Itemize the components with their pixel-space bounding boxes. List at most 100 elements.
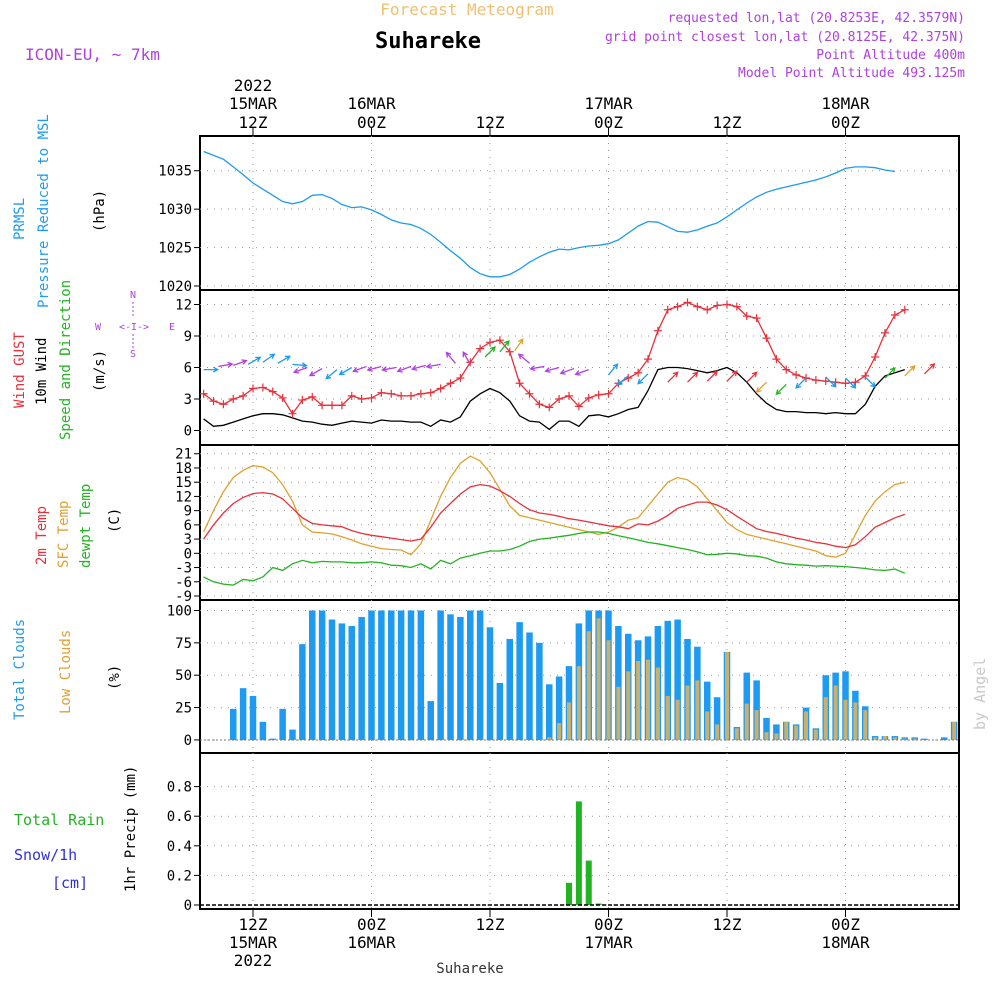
wind-speed-dir-title: Speed and Direction — [58, 280, 74, 440]
bottom-hour-label: 00Z — [357, 915, 386, 934]
top-hour-label: 12Z — [713, 113, 742, 132]
total-cloud-bar — [427, 701, 434, 740]
gust-marker — [268, 387, 277, 396]
total-cloud-bar — [338, 623, 346, 740]
clouds-ytick-label: 75 — [175, 636, 192, 652]
low-cloud-bar — [636, 660, 641, 740]
total-cloud-bar — [506, 638, 513, 740]
temperature-ytick-label: 3 — [184, 532, 192, 548]
temperature-ytick-label: 18 — [175, 461, 192, 477]
gust-marker — [416, 389, 425, 398]
pressure-unit: (hPa) — [92, 190, 108, 232]
wind-direction-arrow — [529, 365, 545, 372]
total-cloud-bar — [911, 737, 918, 740]
top-year-label: 2022 — [234, 76, 273, 95]
gust-marker — [663, 305, 672, 314]
bottom-hour-label: 00Z — [594, 915, 623, 934]
low-cloud-bar — [695, 680, 700, 740]
clouds-ytick-label: 100 — [167, 603, 192, 619]
total-clouds-title: Total Clouds — [12, 619, 28, 720]
gust-marker — [288, 409, 297, 418]
total-cloud-bar — [447, 614, 454, 740]
low-cloud-bar — [823, 697, 828, 740]
clouds-ytick-label: 50 — [175, 668, 192, 684]
gust-marker — [298, 396, 307, 405]
gust-marker — [732, 302, 741, 311]
pressure-ytick-label: 1035 — [158, 164, 192, 180]
location-title: Suhareke — [375, 29, 481, 54]
temperature-ytick-label: 9 — [184, 504, 192, 520]
precip-unit: 1hr Precip (mm) — [123, 766, 139, 892]
clouds-ytick-label: 0 — [184, 733, 192, 749]
wind-direction-arrow — [559, 367, 575, 375]
gust-marker — [407, 391, 415, 400]
top-hour-label: 00Z — [594, 113, 623, 132]
gust-marker — [683, 298, 692, 307]
gust-marker — [357, 395, 366, 403]
wind-ytick-label: 6 — [184, 361, 192, 377]
low-cloud-bar — [557, 723, 562, 740]
gust-marker — [752, 314, 761, 323]
gust-marker — [653, 326, 662, 335]
wind-ytick-label: 9 — [184, 329, 192, 345]
wind-direction-arrow — [775, 383, 787, 396]
low-cloud-bar — [853, 702, 858, 740]
total-cloud-bar — [358, 616, 365, 740]
total-cloud-bar — [615, 626, 622, 740]
bottom-hour-label: 12Z — [476, 915, 505, 934]
bottom-date-label: 17MAR — [584, 933, 633, 952]
gust-marker — [397, 391, 406, 400]
temperature-plot — [203, 455, 906, 586]
wind-direction-arrow — [616, 375, 629, 386]
cloud-labels: Total Clouds Low Clouds (%) — [12, 619, 123, 720]
gust-marker — [871, 353, 880, 361]
temperature-ytick-label: 15 — [175, 475, 192, 491]
gust-marker — [555, 395, 564, 403]
gust-marker — [367, 393, 376, 402]
low-cloud-bar — [754, 710, 759, 740]
wind-direction-arrow — [884, 367, 896, 379]
gust-marker — [318, 401, 327, 410]
gust-marker — [347, 391, 356, 400]
gust-marker — [239, 391, 248, 400]
gust-marker — [495, 336, 504, 345]
low-cloud-bar — [952, 721, 957, 740]
pressure-ytick-label: 1030 — [158, 202, 192, 218]
low-cloud-bar — [705, 711, 710, 740]
total-cloud-bar — [704, 681, 711, 740]
low-cloud-bar — [715, 724, 720, 740]
bottom-date-label: 18MAR — [821, 933, 870, 952]
wind-direction-arrow — [203, 366, 219, 373]
precip-plot — [200, 801, 959, 906]
gust-marker — [545, 403, 554, 412]
gust-marker — [890, 311, 899, 319]
requested-coords: requested lon,lat (20.8253E, 42.3579N) — [668, 11, 965, 26]
low-cloud-bar — [843, 699, 848, 740]
total-cloud-bar — [318, 610, 326, 740]
total-cloud-bar — [328, 619, 336, 740]
total-cloud-bar — [674, 619, 681, 740]
low-cloud-bar — [685, 685, 690, 740]
temp-unit: (C) — [107, 508, 123, 533]
temperature-ytick-label: 0 — [184, 546, 192, 562]
gust-marker — [565, 391, 573, 400]
temperature-ytick-label: -6 — [175, 575, 192, 591]
model-altitude: Model Point Altitude 493.125m — [738, 66, 965, 81]
compass-s: S — [130, 349, 136, 360]
wind-direction-arrow — [687, 371, 699, 383]
low-cloud-bar — [892, 737, 897, 740]
low-cloud-bar — [734, 728, 739, 740]
wind-direction-arrow — [544, 366, 560, 373]
gust-marker — [229, 395, 238, 403]
low-cloud-bar — [626, 671, 631, 740]
gust-marker — [426, 388, 435, 397]
compass: N S W E <-I-> — [95, 290, 175, 360]
low-cloud-bar — [616, 686, 621, 740]
gust-marker — [841, 379, 850, 388]
wind-10m-title: 10m Wind — [34, 338, 50, 405]
wind-direction-arrow — [262, 353, 276, 363]
pressure-line — [203, 150, 895, 278]
